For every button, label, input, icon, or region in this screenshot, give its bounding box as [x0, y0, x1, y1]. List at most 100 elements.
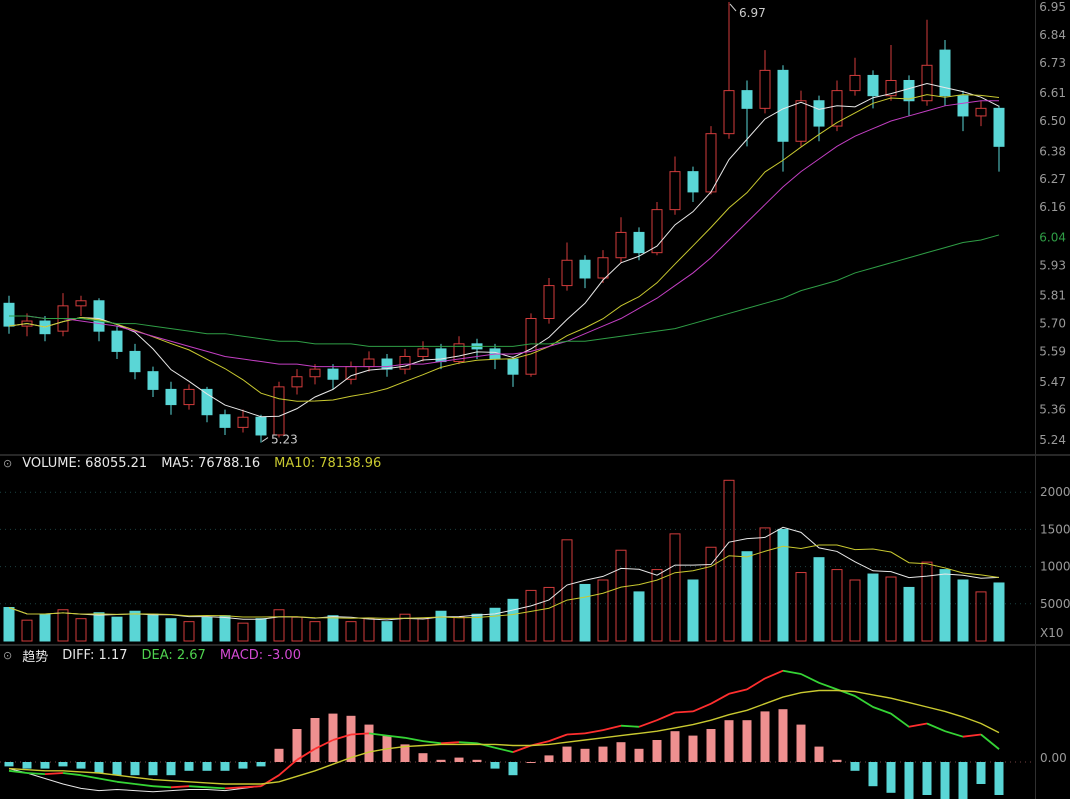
- trend-line-segment: [728, 688, 748, 695]
- macd-histogram-bar: [418, 753, 428, 762]
- candle-body: [75, 300, 87, 307]
- macd-value: MACD: -3.00: [219, 648, 301, 663]
- candle-body: [633, 231, 645, 254]
- macd-histogram-bar: [976, 762, 986, 784]
- macd-histogram-bar: [544, 755, 554, 762]
- trend-line-segment: [296, 748, 316, 761]
- macd-histogram-bar: [148, 762, 158, 776]
- macd-histogram-bar: [616, 742, 626, 762]
- candle-body: [759, 69, 771, 109]
- trend-line-segment: [764, 669, 784, 680]
- candle-body: [705, 133, 717, 193]
- trend-line-segment: [908, 722, 928, 728]
- candle-body: [111, 330, 123, 352]
- macd-histogram-bar: [310, 718, 320, 762]
- trend-line-segment: [314, 739, 334, 750]
- candle-body: [597, 257, 609, 279]
- candle-body: [885, 79, 897, 97]
- macd-histogram-bar: [346, 715, 356, 762]
- trend-line-segment: [422, 740, 442, 745]
- macd-histogram-bar: [94, 762, 104, 773]
- price-axis-label: 6.95: [1039, 0, 1066, 14]
- trend-line-segment: [980, 733, 1000, 750]
- candle-body: [381, 358, 393, 370]
- trend-line-segment: [44, 772, 64, 775]
- volume-bar: [939, 569, 951, 642]
- trend-line-segment: [944, 730, 964, 738]
- volume-bar: [777, 528, 789, 642]
- candle-body: [291, 376, 303, 388]
- volume-panel-toggle-icon[interactable]: ⊙: [3, 457, 13, 470]
- volume-bar: [237, 622, 249, 642]
- volume-axis-label: 15000: [1040, 522, 1070, 536]
- candle-body: [831, 90, 843, 127]
- volume-panel-header: ⊙ VOLUME: 68055.21 MA5: 76788.16 MA10: 7…: [3, 456, 381, 471]
- volume-bar: [687, 579, 699, 642]
- price-axis-label: 6.04: [1039, 230, 1066, 244]
- trend-line-segment: [584, 729, 604, 735]
- volume-bar: [489, 607, 501, 642]
- volume-bar: [561, 539, 573, 642]
- trend-line-segment: [242, 785, 262, 789]
- volume-bar: [57, 609, 69, 642]
- macd-panel-toggle-icon[interactable]: ⊙: [3, 649, 13, 662]
- volume-bar: [21, 619, 33, 642]
- candle-body: [399, 355, 411, 370]
- candle-body: [525, 318, 537, 375]
- volume-multiplier-label: X10: [1040, 626, 1064, 640]
- volume-bar: [147, 613, 159, 642]
- candle-body: [93, 300, 105, 332]
- macd-histogram-bar: [904, 762, 914, 799]
- volume-bar: [633, 591, 645, 642]
- volume-bar: [201, 616, 213, 642]
- trend-line-segment: [170, 785, 190, 789]
- volume-bar: [507, 598, 519, 642]
- volume-bar: [309, 621, 321, 642]
- macd-histogram-bar: [166, 762, 176, 776]
- volume-bar: [183, 621, 195, 642]
- volume-bar: [3, 607, 15, 642]
- macd-histogram-bar: [940, 762, 950, 799]
- trend-line-segment: [188, 785, 208, 789]
- macd-histogram-bar: [4, 762, 14, 767]
- volume-bar: [255, 618, 267, 642]
- candle-body: [579, 259, 591, 279]
- price-axis-label: 5.47: [1039, 375, 1066, 389]
- volume-bar: [723, 479, 735, 642]
- price-annotation: 5.23: [271, 433, 298, 447]
- volume-bar: [219, 615, 231, 642]
- trend-line-segment: [566, 732, 586, 736]
- trend-line-segment: [800, 673, 820, 684]
- volume-bar: [525, 589, 537, 642]
- macd-histogram-bar: [832, 759, 842, 762]
- volume-bar: [957, 579, 969, 642]
- price-axis-label: 5.24: [1039, 433, 1066, 447]
- macd-histogram-bar: [580, 748, 590, 762]
- candle-body: [957, 95, 969, 117]
- volume-bar: [885, 576, 897, 642]
- price-axis-label: 5.36: [1039, 403, 1066, 417]
- trend-line-segment: [80, 774, 100, 780]
- trend-line-segment: [350, 732, 370, 736]
- volume-bar: [417, 618, 429, 642]
- candle-body: [165, 388, 177, 406]
- volume-axis-label: 5000: [1040, 597, 1070, 611]
- candle-body: [363, 358, 375, 368]
- price-axis-label: 5.70: [1039, 317, 1066, 331]
- volume-bar: [867, 573, 879, 642]
- macd-histogram-bar: [292, 729, 302, 762]
- volume-axis-label: 20000: [1040, 485, 1070, 499]
- trend-line-segment: [890, 712, 910, 728]
- volume-axis-label: 10000: [1040, 560, 1070, 574]
- volume-bar: [795, 572, 807, 642]
- candle-body: [417, 348, 429, 357]
- trend-line-segment: [782, 669, 802, 675]
- macd-histogram-bar: [814, 746, 824, 762]
- candle-body: [507, 358, 519, 375]
- volume-bar: [813, 557, 825, 642]
- volume-ma5-value: MA5: 76788.16: [161, 456, 261, 471]
- price-axis-label: 5.93: [1039, 258, 1066, 272]
- candle-body: [903, 79, 915, 102]
- candle-body: [201, 388, 213, 416]
- macd-histogram-bar: [796, 724, 806, 762]
